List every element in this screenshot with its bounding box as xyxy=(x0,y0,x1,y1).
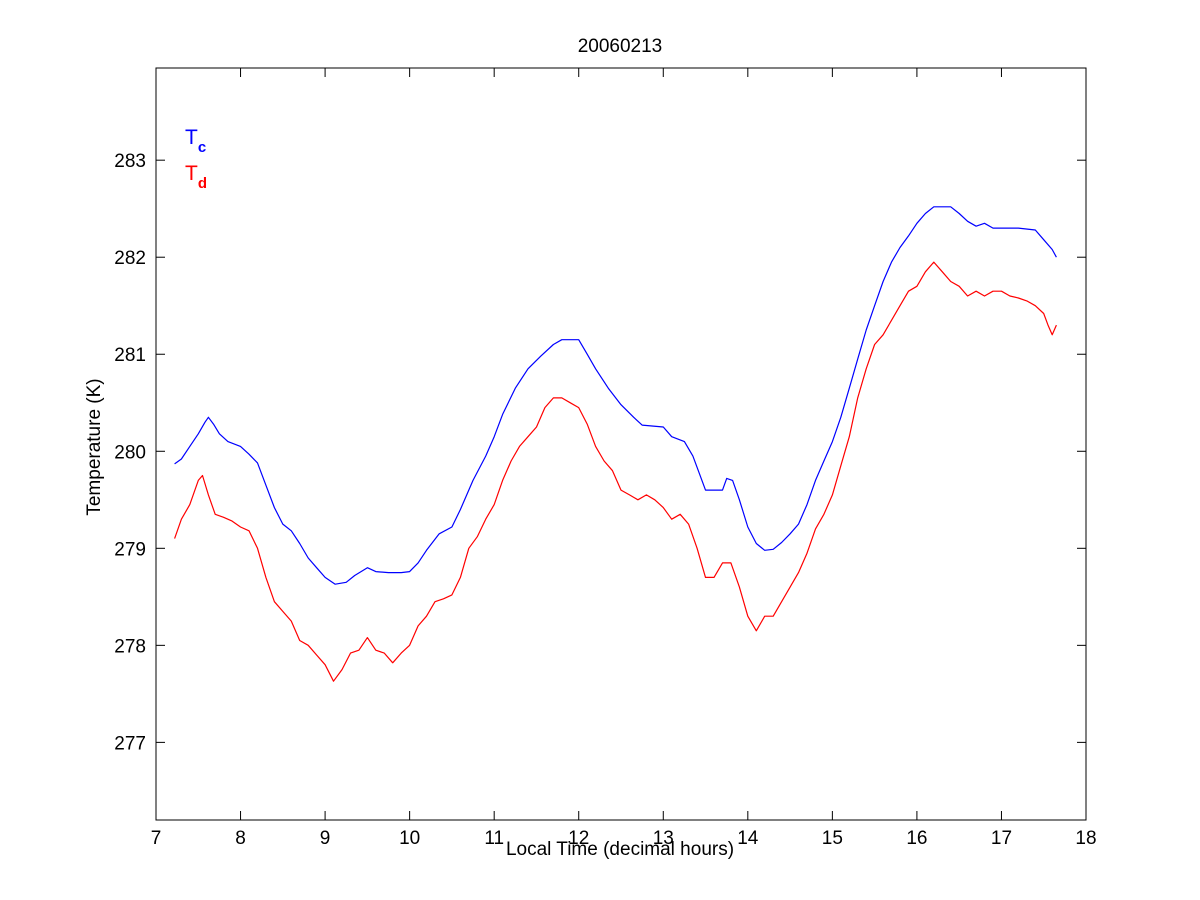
chart-title: 20060213 xyxy=(578,36,663,57)
x-tick-label: 16 xyxy=(906,828,927,849)
series-layer xyxy=(174,206,1057,682)
x-tick-label: 15 xyxy=(822,828,843,849)
x-tick-label: 11 xyxy=(484,828,504,849)
x-tick-label: 12 xyxy=(568,828,589,849)
x-tick-label: 13 xyxy=(653,828,674,849)
legend-entry: Tc xyxy=(185,126,206,156)
y-tick-label: 279 xyxy=(114,539,146,560)
series-line-tc xyxy=(174,206,1057,585)
legend-entry: Td xyxy=(185,162,207,192)
x-tick-label: 7 xyxy=(151,828,162,849)
series-line-td xyxy=(174,261,1057,682)
axes-box xyxy=(155,67,1087,821)
x-tick-label: 8 xyxy=(235,828,246,849)
y-tick-label: 281 xyxy=(114,345,146,366)
plot-area xyxy=(155,67,1087,821)
y-tick-label: 277 xyxy=(114,733,146,754)
y-tick-label: 282 xyxy=(114,248,146,269)
y-tick-label: 280 xyxy=(114,442,146,463)
x-tick-label: 17 xyxy=(991,828,1012,849)
x-tick-label: 10 xyxy=(399,828,420,849)
x-axis-label: Local Time (decimal hours) xyxy=(506,839,734,860)
x-tick-label: 14 xyxy=(737,828,759,849)
y-axis-label: Temperature (K) xyxy=(84,378,105,515)
y-tick-label: 283 xyxy=(114,151,146,172)
ticks-layer: 7 8 9 10 11 12 13 14 15 16 17 18 277 278 279 280 281 282 2… xyxy=(114,68,1097,849)
legend: Tc Td xyxy=(185,126,207,192)
x-tick-label: 9 xyxy=(320,828,331,849)
x-tick-label: 18 xyxy=(1075,828,1096,849)
y-tick-label: 278 xyxy=(114,636,146,657)
